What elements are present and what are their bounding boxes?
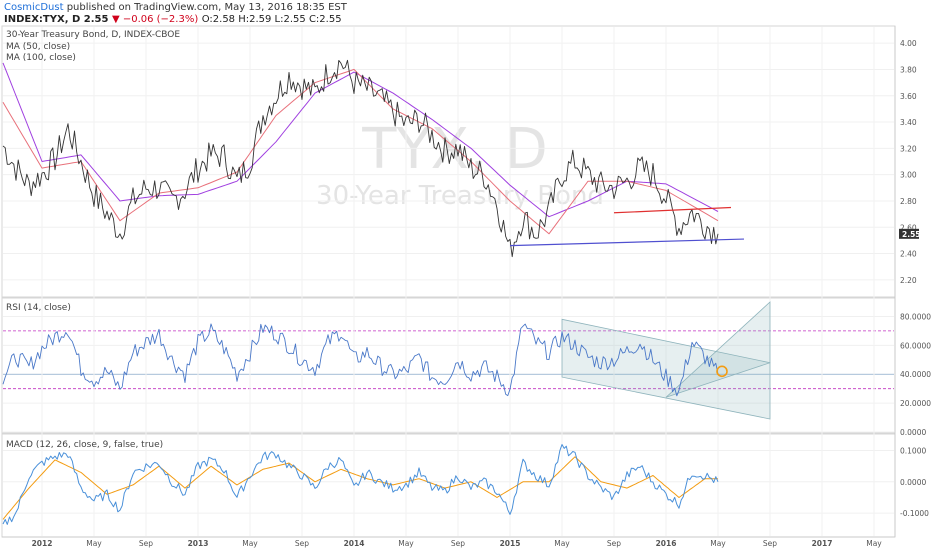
ma50-label[interactable]: MA (50, close) [6, 42, 71, 52]
time-tick-label: May [86, 539, 102, 548]
time-tick-label: Sep [139, 539, 153, 548]
rsi-tick-label: 20.0000 [900, 399, 931, 408]
rsi-highlight-circle [716, 365, 728, 378]
time-tick-label: 2017 [812, 539, 833, 548]
trendlines [509, 206, 745, 247]
price-tick-label: 4.00 [900, 39, 917, 48]
time-tick-label: May [242, 539, 258, 548]
rsi-rising-wedge [665, 301, 771, 398]
price-pane-title: 30-Year Treasury Bond, D, INDEX-CBOE [6, 30, 181, 40]
time-tick-label: 2015 [500, 539, 521, 548]
watermark-name: 30-Year Treasury Bond [316, 181, 604, 211]
price-tick-label: 3.80 [900, 65, 917, 74]
price-tick-label: 2.40 [900, 250, 917, 259]
macd-line [2, 444, 719, 525]
time-tick-label: 2013 [188, 539, 209, 548]
rsi-line [2, 323, 719, 397]
ma100-line [2, 62, 719, 218]
resistance-trendline [613, 206, 732, 214]
time-tick-label: May [866, 539, 882, 548]
rsi-tick-label: 0.0000 [900, 428, 926, 437]
price-tick-label: 2.20 [900, 276, 917, 285]
last-price-tag [899, 228, 919, 239]
time-tick-label: May [710, 539, 726, 548]
change-value: ▼ −0.06 (−2.3%) [111, 14, 199, 25]
last-value: 2.55 [83, 14, 109, 25]
time-tick-label: Sep [295, 539, 309, 548]
rsi-tick-label: 80.0000 [900, 312, 931, 321]
last-price-tag-text: 2.55 [902, 230, 921, 239]
watermark-symbol: TYX, D [361, 117, 548, 182]
price-tick-label: 3.40 [900, 118, 917, 127]
price-tick-label: 3.00 [900, 171, 917, 180]
author-link[interactable]: CosmicDust [4, 2, 64, 13]
publish-info: CosmicDust published on TradingView.com,… [4, 2, 347, 14]
time-tick-label: 2014 [344, 539, 365, 548]
time-tick-label: 2016 [656, 539, 677, 548]
published-text: published on TradingView.com, May 13, 20… [66, 2, 347, 13]
support-trendline [509, 238, 745, 247]
ma50-line [2, 68, 719, 235]
ohlc-values: O:2.58 H:2.59 L:2.55 C:2.55 [201, 14, 342, 25]
macd-tick-label: -0.1000 [900, 509, 929, 518]
time-tick-label: Sep [451, 539, 465, 548]
rsi-tick-label: 40.0000 [900, 370, 931, 379]
time-tick-label: Sep [763, 539, 777, 548]
price-tick-label: 3.60 [900, 92, 917, 101]
ma100-label[interactable]: MA (100, close) [6, 53, 76, 63]
axis-ticks: 4.00 3.80 3.60 3.40 3.20 3.00 2.80 2.60 2.40 2.20… [32, 39, 932, 548]
time-tick-label: Sep [607, 539, 621, 548]
macd-signal-line [2, 456, 718, 520]
macd-tick-label: 0.1000 [900, 447, 926, 456]
price-tick-label: 2.80 [900, 197, 917, 206]
time-tick-label: 2012 [32, 539, 53, 548]
series-lines [2, 59, 719, 525]
symbol-info: INDEX:TYX, D 2.55 ▼ −0.06 (−2.3%) O:2.58… [4, 14, 342, 26]
rsi-pane-label[interactable]: RSI (14, close) [6, 303, 71, 313]
time-tick-label: May [554, 539, 570, 548]
price-tick-label: 2.60 [900, 223, 917, 232]
price-line [2, 59, 719, 258]
grid-lines [3, 27, 894, 536]
rsi-tick-label: 60.0000 [900, 341, 931, 350]
macd-pane-label[interactable]: MACD (12, 26, close, 9, false, true) [6, 440, 164, 450]
time-tick-label: May [398, 539, 414, 548]
symbol-label: INDEX:TYX, D [4, 14, 81, 25]
macd-tick-label: 0.0000 [900, 478, 926, 487]
price-tick-label: 3.20 [900, 144, 917, 153]
